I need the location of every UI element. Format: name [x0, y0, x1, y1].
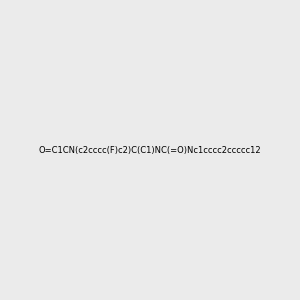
- Text: O=C1CN(c2cccc(F)c2)C(C1)NC(=O)Nc1cccc2ccccc12: O=C1CN(c2cccc(F)c2)C(C1)NC(=O)Nc1cccc2cc…: [39, 146, 261, 154]
